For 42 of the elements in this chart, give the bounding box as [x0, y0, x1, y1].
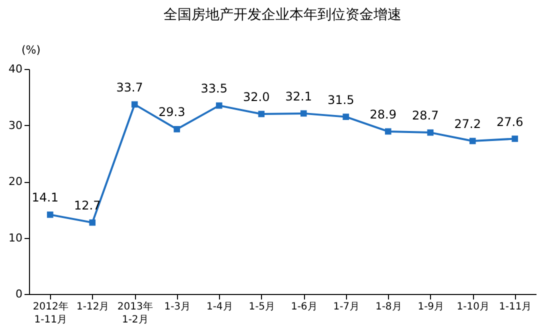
y-tick-label: 40	[8, 62, 22, 76]
x-tick-label: 1-12月	[76, 302, 110, 312]
text: 28.7	[412, 108, 439, 123]
y-tick-label: 20	[8, 175, 22, 188]
text: 33.5	[200, 82, 228, 96]
text: 27.6	[496, 114, 524, 129]
point	[300, 110, 307, 117]
point	[512, 136, 518, 142]
y-tick-label: 10	[8, 231, 22, 244]
point	[89, 219, 96, 226]
point	[258, 110, 265, 118]
text: 32.1	[285, 89, 312, 104]
text: 14.1	[32, 190, 58, 205]
point	[384, 128, 392, 135]
y-axis-title: (%)	[22, 44, 41, 56]
x-tick-label: 2013年 1-2月	[117, 300, 153, 326]
point	[427, 129, 434, 136]
x-tick-label: 1-9月	[418, 302, 444, 312]
x-tick-label: 1-7月	[333, 302, 360, 312]
point	[46, 212, 54, 218]
text: 29.3	[158, 105, 186, 120]
x-tick-label: 1-8月	[375, 302, 402, 312]
x-tick-label: 1-10月	[456, 302, 490, 312]
x-tick-label: 2012年 1-11月	[32, 300, 68, 326]
text: 31.5	[328, 92, 354, 107]
x-tick-label: 1-3月	[164, 302, 191, 312]
point	[469, 138, 476, 144]
x-tick-label: 1-4月	[206, 302, 233, 312]
point	[131, 101, 138, 108]
x-tick-label: 1-11月	[499, 302, 532, 312]
text: 32.0	[243, 90, 270, 104]
x-tick-label: 1-6月	[290, 302, 318, 312]
point	[216, 102, 222, 109]
text: 27.2	[454, 117, 481, 131]
y-tick-label: 0	[16, 288, 22, 300]
text: 33.7	[116, 80, 143, 94]
point	[342, 114, 350, 120]
text: 28.9	[370, 107, 396, 122]
chart-title: 全国房地产开发企业本年到位资金增速	[164, 7, 402, 23]
x-tick-label: 1-5月	[248, 302, 276, 312]
point	[174, 126, 180, 132]
y-tick-label: 30	[8, 118, 22, 132]
